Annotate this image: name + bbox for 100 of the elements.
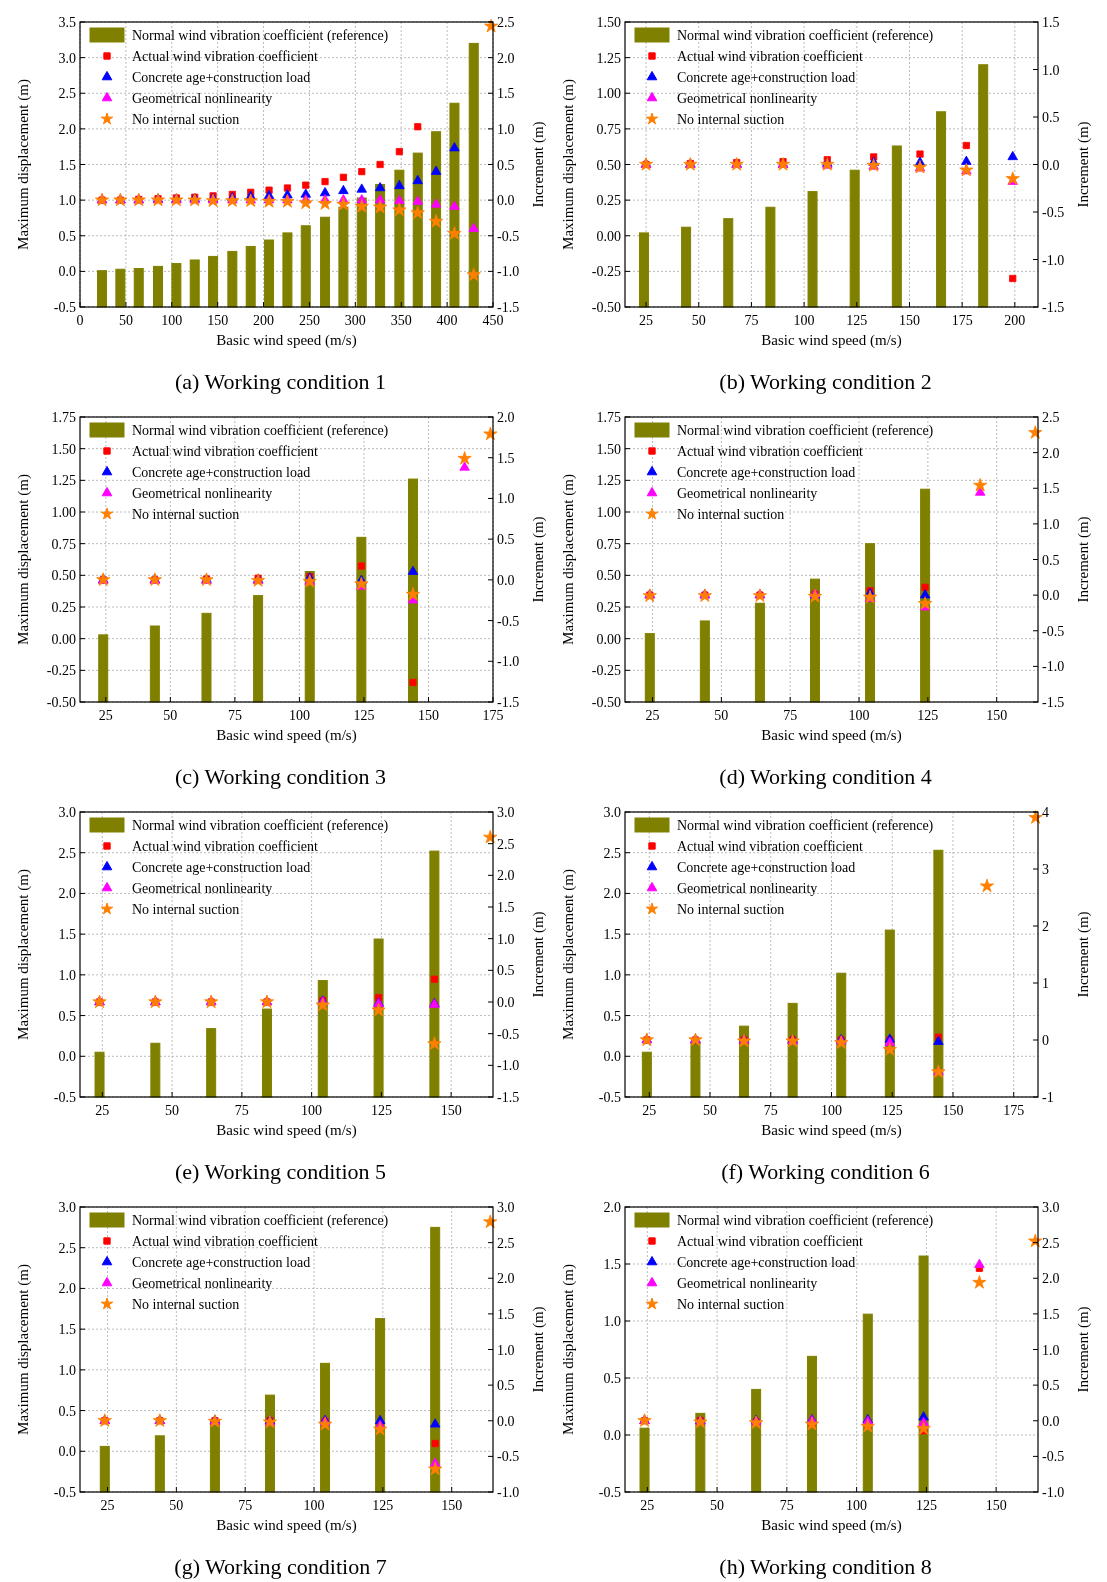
y-axis-title: Maximum displacement (m) [15, 1264, 32, 1435]
legend-label: No internal suction [677, 507, 785, 522]
x-tick-label: 150 [417, 708, 439, 723]
x-tick-label: 175 [951, 313, 973, 328]
y-tick-label: -0.25 [46, 663, 76, 679]
y-tick-label: 0.5 [603, 1008, 621, 1024]
x-tick-label: 25 [98, 708, 113, 723]
x-tick-label: 75 [779, 1498, 794, 1513]
y-tick-label: -0.5 [598, 1485, 621, 1500]
y-tick-label: -0.5 [53, 300, 76, 315]
y-tick-label: 1.50 [596, 15, 621, 30]
x-axis-title: Basic wind speed (m/s) [216, 1517, 357, 1534]
y2-tick-label: -1.0 [497, 264, 520, 280]
y-tick-label: -0.5 [598, 1090, 621, 1105]
y-tick-label: 0.0 [603, 1049, 621, 1065]
x-tick-label: 200 [1004, 313, 1026, 328]
legend-label: No internal suction [677, 112, 785, 127]
y2-tick-label: 0.0 [1042, 157, 1060, 173]
legend-label: Actual wind vibration coefficient [677, 49, 864, 64]
x-tick-label: 150 [942, 1103, 964, 1118]
y-tick-label: 0.5 [58, 228, 76, 244]
y2-tick-label: 0.0 [1042, 1413, 1060, 1429]
x-tick-label: 100 [161, 313, 183, 328]
legend-label: Normal wind vibration coefficient (reference) [132, 28, 389, 44]
x-tick-label: 25 [645, 708, 660, 723]
y2-axis-title: Increment (m) [530, 516, 547, 603]
x-tick-label: 25 [640, 1498, 655, 1513]
y-axis-title: Maximum displacement (m) [15, 474, 32, 645]
y2-tick-label: -0.5 [497, 228, 520, 244]
y-tick-label: -0.50 [591, 300, 621, 315]
x-axis-title: Basic wind speed (m/s) [761, 332, 902, 349]
y2-tick-label: 1.5 [497, 86, 515, 102]
y-tick-label: 1.00 [51, 505, 76, 520]
y-tick-label: 1.5 [58, 1322, 76, 1338]
y2-tick-label: 0.5 [497, 157, 515, 173]
legend-label: Normal wind vibration coefficient (reference) [132, 818, 389, 834]
x-tick-label: 150 [985, 1498, 1007, 1513]
y-axis-title: Maximum displacement (m) [560, 79, 577, 250]
text: (b) Working condition 2 [719, 369, 932, 394]
x-tick-label: 125 [372, 1498, 394, 1513]
y-tick-label: -0.5 [53, 1090, 76, 1105]
legend-label: Concrete age+construction load [677, 465, 856, 480]
y2-tick-label: -0.5 [497, 1026, 520, 1042]
y2-tick-label: -0.5 [497, 613, 520, 629]
y-tick-label: 0.25 [596, 193, 621, 209]
legend-label: Normal wind vibration coefficient (reference) [677, 1213, 934, 1229]
x-tick-label: 150 [207, 313, 229, 328]
x-tick-label: 150 [441, 1498, 463, 1513]
y-tick-label: 1.00 [596, 505, 621, 520]
legend-label: No internal suction [132, 112, 240, 127]
y2-tick-label: -1.0 [1042, 659, 1065, 675]
legend-label: Geometrical nonlinearity [677, 881, 818, 896]
y2-tick-label: 0.0 [497, 995, 515, 1010]
y2-tick-label: -1.0 [497, 654, 520, 670]
y2-tick-label: 1.0 [497, 931, 515, 947]
y-tick-label: 1.5 [603, 927, 621, 943]
legend-label: Concrete age+construction load [132, 70, 311, 85]
y-tick-label: 0.00 [51, 631, 76, 647]
x-tick-label: 450 [482, 313, 504, 328]
y-tick-label: 1.25 [596, 50, 621, 66]
y-tick-label: 0.75 [596, 121, 621, 137]
x-axis-title: Basic wind speed (m/s) [216, 1122, 357, 1139]
x-tick-label: 100 [303, 1498, 325, 1513]
legend-label: Actual wind vibration coefficient [132, 444, 319, 459]
x-axis-title: Basic wind speed (m/s) [216, 727, 357, 744]
y-tick-label: -0.5 [53, 1485, 76, 1500]
y2-tick-label: 1.0 [497, 491, 515, 507]
y-tick-label: 3.0 [58, 805, 76, 820]
y2-tick-label: 2.5 [497, 1235, 515, 1251]
y2-tick-label: 2.0 [497, 1271, 515, 1287]
legend-label: Geometrical nonlinearity [132, 486, 273, 501]
y2-tick-label: 0 [1042, 1033, 1049, 1048]
x-tick-label: 50 [165, 1103, 180, 1118]
x-tick-label: 350 [390, 313, 412, 328]
y-tick-label: 3.5 [58, 15, 76, 30]
y2-tick-label: -1.5 [497, 1090, 520, 1105]
x-tick-label: 250 [298, 313, 320, 328]
text: (c) Working condition 3 [174, 764, 387, 789]
y-tick-label: 1.75 [596, 410, 621, 425]
y2-tick-label: 0.0 [497, 1413, 515, 1429]
x-tick-label: 100 [301, 1103, 323, 1118]
y2-tick-label: 1.5 [1042, 481, 1060, 497]
x-tick-label: 200 [253, 313, 275, 328]
y-tick-label: 2.0 [603, 1200, 621, 1215]
y-tick-label: 1.50 [596, 441, 621, 457]
y2-tick-label: -1.0 [1042, 1485, 1065, 1500]
y-tick-label: 0.0 [58, 1049, 76, 1065]
y2-tick-label: 2.5 [1042, 1235, 1060, 1251]
y2-tick-label: -0.5 [497, 1449, 520, 1465]
x-tick-label: 150 [986, 708, 1008, 723]
legend-label: Geometrical nonlinearity [677, 486, 818, 501]
x-tick-label: 125 [846, 313, 868, 328]
y2-tick-label: 2.5 [497, 836, 515, 852]
legend-label: No internal suction [132, 507, 240, 522]
y-tick-label: 3.0 [603, 805, 621, 820]
y-tick-label: 1.25 [596, 473, 621, 489]
x-tick-label: 300 [344, 313, 366, 328]
x-axis-title: Basic wind speed (m/s) [761, 1122, 902, 1139]
y2-tick-label: 3.0 [497, 805, 515, 820]
y-axis-title: Maximum displacement (m) [560, 474, 577, 645]
